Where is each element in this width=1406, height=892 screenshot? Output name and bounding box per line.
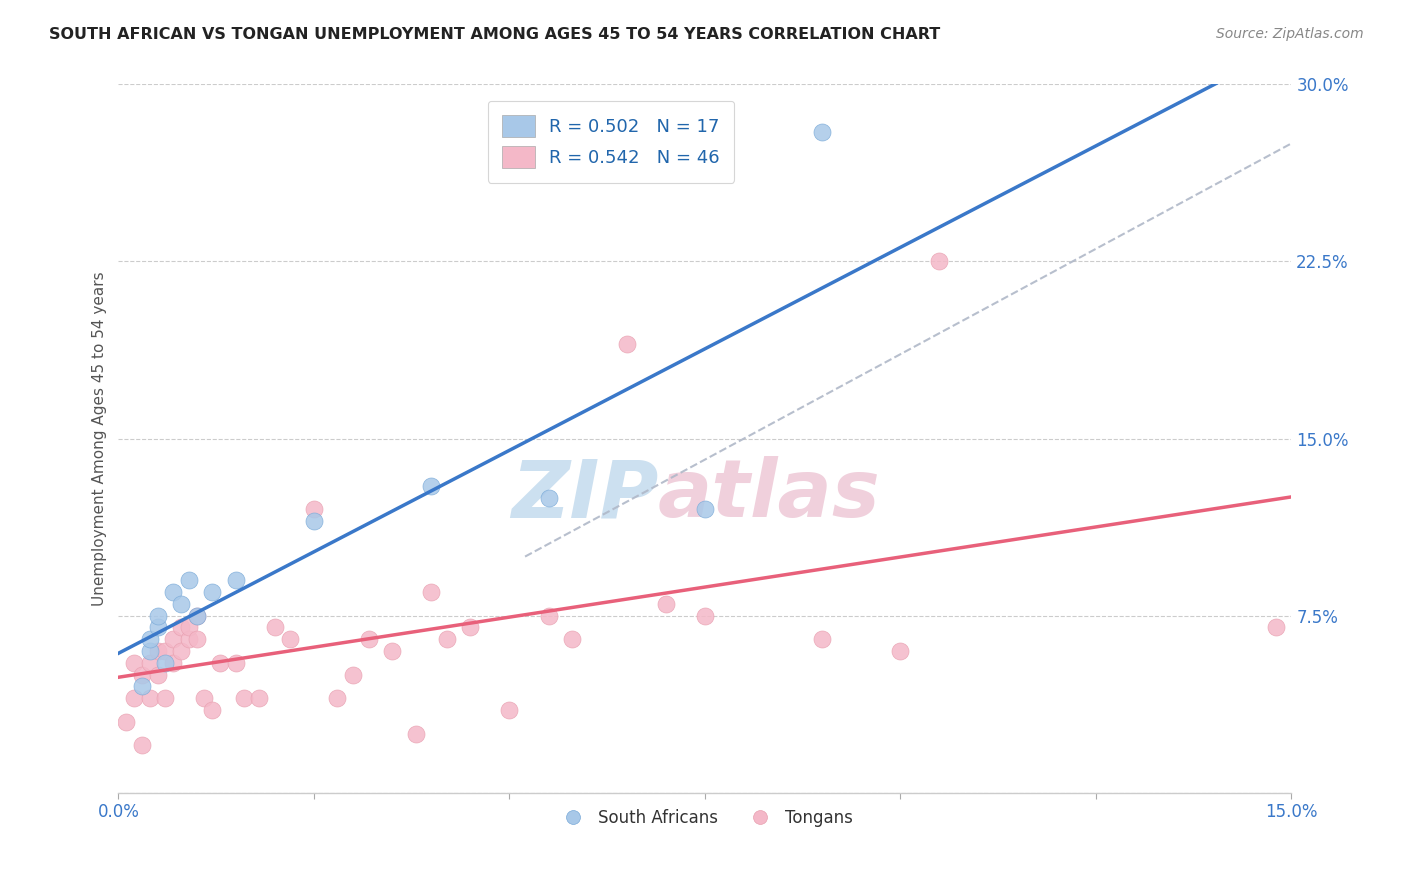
Point — [186, 608, 208, 623]
Point — [122, 656, 145, 670]
Point — [170, 597, 193, 611]
Point — [420, 585, 443, 599]
Point — [232, 691, 254, 706]
Point — [155, 644, 177, 658]
Point — [537, 491, 560, 505]
Point — [616, 337, 638, 351]
Point — [162, 585, 184, 599]
Point — [170, 620, 193, 634]
Point — [460, 620, 482, 634]
Point — [177, 573, 200, 587]
Point — [225, 656, 247, 670]
Point — [131, 667, 153, 681]
Point — [138, 644, 160, 658]
Y-axis label: Unemployment Among Ages 45 to 54 years: Unemployment Among Ages 45 to 54 years — [93, 271, 107, 606]
Point — [155, 656, 177, 670]
Text: ZIP: ZIP — [510, 456, 658, 534]
Text: atlas: atlas — [658, 456, 880, 534]
Point — [302, 502, 325, 516]
Point — [201, 585, 224, 599]
Point — [138, 656, 160, 670]
Point — [405, 726, 427, 740]
Point — [436, 632, 458, 647]
Point — [693, 502, 716, 516]
Point — [186, 608, 208, 623]
Point — [162, 632, 184, 647]
Point — [162, 656, 184, 670]
Text: SOUTH AFRICAN VS TONGAN UNEMPLOYMENT AMONG AGES 45 TO 54 YEARS CORRELATION CHART: SOUTH AFRICAN VS TONGAN UNEMPLOYMENT AMO… — [49, 27, 941, 42]
Point — [1264, 620, 1286, 634]
Point — [155, 691, 177, 706]
Point — [693, 608, 716, 623]
Point — [138, 632, 160, 647]
Point — [146, 608, 169, 623]
Point — [146, 667, 169, 681]
Point — [115, 714, 138, 729]
Point — [420, 479, 443, 493]
Point — [342, 667, 364, 681]
Point — [811, 632, 834, 647]
Point — [177, 632, 200, 647]
Text: Source: ZipAtlas.com: Source: ZipAtlas.com — [1216, 27, 1364, 41]
Point — [122, 691, 145, 706]
Point — [247, 691, 270, 706]
Point — [381, 644, 404, 658]
Point — [225, 573, 247, 587]
Point — [537, 608, 560, 623]
Point — [170, 644, 193, 658]
Point — [263, 620, 285, 634]
Point — [201, 703, 224, 717]
Point — [146, 644, 169, 658]
Point — [131, 739, 153, 753]
Legend: South Africans, Tongans: South Africans, Tongans — [550, 803, 859, 834]
Point — [138, 691, 160, 706]
Point — [498, 703, 520, 717]
Point — [326, 691, 349, 706]
Point — [209, 656, 232, 670]
Point — [561, 632, 583, 647]
Point — [146, 620, 169, 634]
Point — [302, 514, 325, 528]
Point — [193, 691, 215, 706]
Point — [655, 597, 678, 611]
Point — [177, 620, 200, 634]
Point — [928, 254, 950, 268]
Point — [811, 125, 834, 139]
Point — [357, 632, 380, 647]
Point — [889, 644, 911, 658]
Point — [186, 632, 208, 647]
Point — [280, 632, 302, 647]
Point — [131, 680, 153, 694]
